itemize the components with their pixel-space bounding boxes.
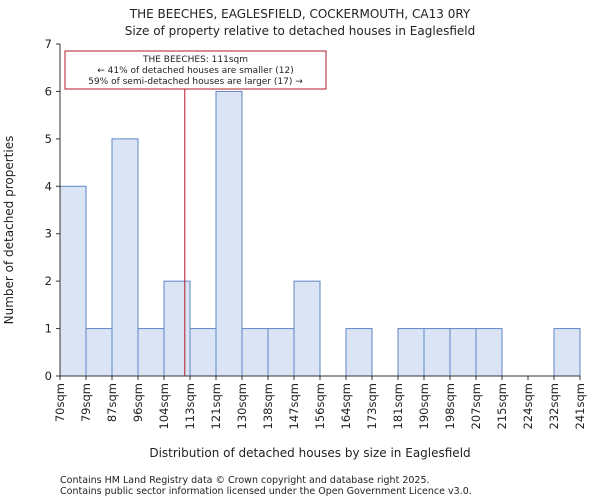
x-tick-label: 215sqm [495,383,509,429]
x-tick-label: 79sqm [79,383,93,422]
y-tick-label: 6 [45,84,52,98]
annotation-smaller-line: ← 41% of detached houses are smaller (12… [97,66,294,76]
x-tick-label: 147sqm [287,383,301,429]
x-tick-label: 241sqm [573,383,587,429]
y-tick-label: 4 [45,179,52,193]
bar-147sqm [293,280,321,377]
y-ticks-group: 0 1 2 3 4 5 6 7 [45,37,60,383]
annotation-larger-line: 59% of semi-detached houses are larger (… [88,77,303,87]
x-tick-label: 224sqm [521,383,535,429]
x-ticks-group: 70sqm 79sqm 87sqm 96sqm 104sqm 113sqm 121sqm 13… [53,376,587,429]
y-tick-label: 5 [45,132,52,146]
x-tick-label: 130sqm [235,383,249,429]
x-tick-label: 138sqm [261,383,275,429]
chart-subtitle: Size of property relative to detached ho… [125,24,475,38]
footer-copyright: Contains HM Land Registry data © Crown c… [60,475,430,486]
y-tick-label: 3 [45,227,52,241]
y-tick-label: 1 [45,322,52,336]
bar-104sqm [163,280,191,377]
annotation-box: THE BEECHES: 111sqm ← 41% of detached ho… [64,50,327,90]
y-tick-label: 0 [45,369,52,383]
bar-164sqm [345,328,373,377]
x-tick-label: 121sqm [209,383,223,429]
bar-87sqm [111,138,139,377]
x-tick-label: 87sqm [105,383,119,422]
bar-96sqm [137,328,165,377]
annotation-title: THE BEECHES: 111sqm [142,55,248,65]
chart-title: THE BEECHES, EAGLESFIELD, COCKERMOUTH, C… [129,7,471,21]
bar-207sqm [475,328,503,377]
bar-190sqm [423,328,451,377]
x-tick-label: 104sqm [157,383,171,429]
y-axis-label: Number of detached properties [2,136,16,325]
bar-113sqm [189,328,217,377]
y-tick-label: 7 [45,37,52,51]
x-tick-label: 181sqm [391,383,405,429]
bar-181sqm [397,328,425,377]
bars-group [59,90,581,377]
annotation-border [64,50,327,90]
bar-121sqm [215,90,243,377]
x-tick-label: 156sqm [313,383,327,429]
y-tick-label: 2 [45,274,52,288]
x-tick-label: 232sqm [547,383,561,429]
bar-232sqm [553,328,581,377]
x-tick-label: 113sqm [183,383,197,429]
x-tick-label: 70sqm [53,383,67,422]
x-tick-label: 164sqm [339,383,353,429]
bar-198sqm [449,328,477,377]
x-axis-label: Distribution of detached houses by size … [149,446,470,460]
x-tick-label: 190sqm [417,383,431,429]
x-tick-label: 96sqm [131,383,145,422]
footer-licence: Contains public sector information licen… [60,486,472,497]
x-tick-label: 198sqm [443,383,457,429]
bar-130sqm [241,328,269,377]
x-tick-label: 173sqm [365,383,379,429]
x-tick-label: 207sqm [469,383,483,429]
bar-70sqm [59,185,87,377]
bar-79sqm [85,328,113,377]
bar-138sqm [267,328,295,377]
